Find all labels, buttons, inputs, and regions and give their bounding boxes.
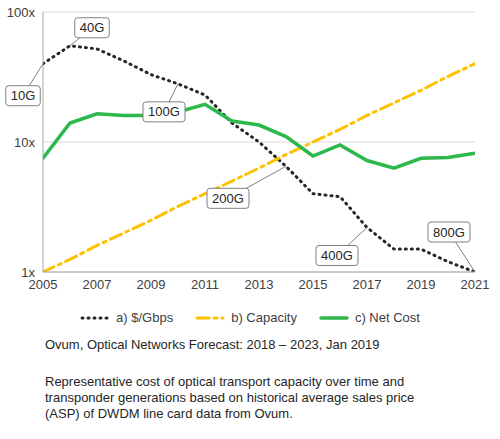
svg-text:2019: 2019: [407, 277, 436, 292]
html-text:Ovum, Optical Networks Forecas: Ovum, Optical Networks Forecast: 2018 – …: [45, 337, 380, 352]
svg-text:400G: 400G: [321, 248, 353, 263]
html-text:Representative cost of optical: Representative cost of optical transport…: [45, 374, 415, 421]
html-text:a) $/Gbps: a) $/Gbps: [116, 310, 174, 325]
svg-text:2021: 2021: [461, 277, 490, 292]
svg-text:800G: 800G: [433, 225, 465, 240]
svg-text:2011: 2011: [191, 277, 219, 292]
svg-text:2007: 2007: [83, 277, 112, 292]
svg-text:100x: 100x: [8, 5, 35, 20]
svg-text:2015: 2015: [299, 277, 328, 292]
svg-text:40G: 40G: [80, 20, 105, 35]
html-text:b) Capacity: b) Capacity: [231, 310, 297, 325]
svg-text:10x: 10x: [14, 135, 35, 150]
svg-text:2009: 2009: [137, 277, 166, 292]
svg-text:2017: 2017: [353, 277, 382, 292]
svg-text:10G: 10G: [11, 88, 36, 103]
svg-text:200G: 200G: [212, 191, 244, 206]
svg-text:2013: 2013: [245, 277, 274, 292]
html-text:c) Net Cost: c) Net Cost: [354, 310, 420, 325]
svg-text:100G: 100G: [148, 104, 180, 119]
svg-text:2005: 2005: [28, 277, 58, 293]
svg-text:1x: 1x: [21, 265, 35, 280]
